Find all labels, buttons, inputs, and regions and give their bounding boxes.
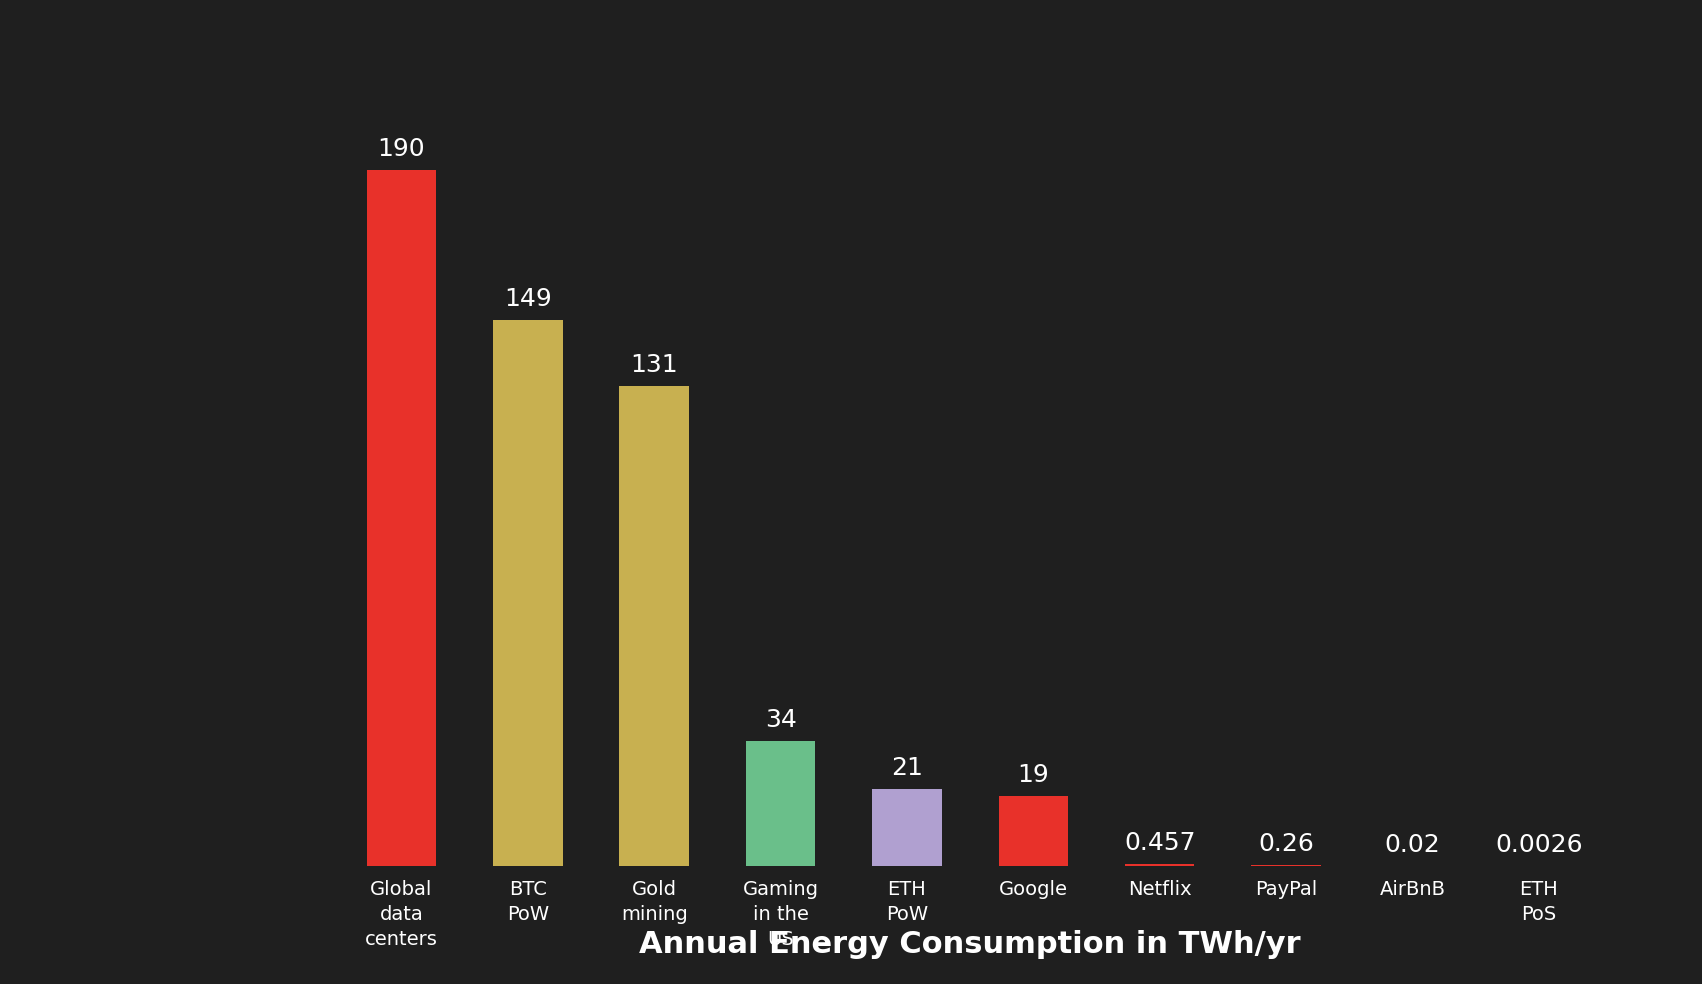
Bar (871, 789, 941, 866)
Bar (999, 796, 1069, 866)
Text: 0.02: 0.02 (1384, 832, 1440, 857)
Text: 149: 149 (504, 287, 551, 311)
Text: Annual Energy Consumption in TWh/yr: Annual Energy Consumption in TWh/yr (640, 930, 1300, 959)
Text: 0.26: 0.26 (1258, 831, 1314, 856)
Text: 0.457: 0.457 (1123, 831, 1195, 855)
Text: 190: 190 (378, 137, 426, 161)
Bar (620, 387, 689, 866)
Text: 131: 131 (630, 353, 677, 377)
Bar (745, 741, 815, 866)
Bar (494, 321, 563, 866)
Text: 34: 34 (764, 708, 797, 732)
Text: 0.0026: 0.0026 (1494, 832, 1583, 857)
Bar (1125, 864, 1195, 866)
Text: 19: 19 (1018, 764, 1048, 787)
Bar (366, 170, 436, 866)
Text: 21: 21 (892, 756, 922, 780)
